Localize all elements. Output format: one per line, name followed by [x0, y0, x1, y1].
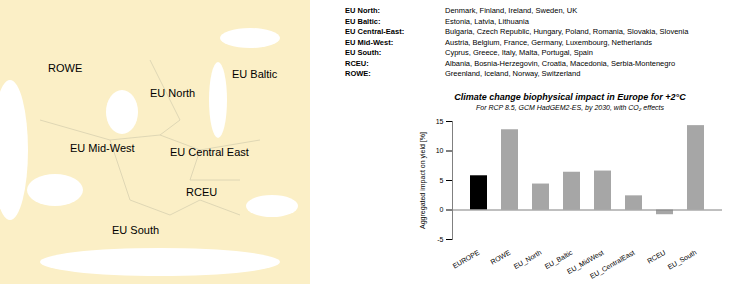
html-text:Cyprus, Greece, Italy, Malta,: Cyprus, Greece, Italy, Malta, Portugal, …	[445, 48, 593, 57]
svg-text:EU_Baltic: EU_Baltic	[543, 248, 574, 271]
html-text:EU Central-East:: EU Central-East:	[345, 27, 405, 36]
html-text:For RCP 8.5, GCM HadGEM2-ES, b: For RCP 8.5, GCM HadGEM2-ES, by 2030, wi…	[476, 104, 664, 111]
svg-text:-5: -5	[437, 236, 443, 243]
svg-text:ROWE: ROWE	[489, 249, 512, 266]
html-text:EU Baltic:: EU Baltic:	[345, 16, 381, 26]
html-text:Denmark, Finland, Ireland, Swe: Denmark, Finland, Ireland, Sweden, UK	[445, 6, 578, 15]
html-text:RCEU:: RCEU:	[345, 58, 369, 68]
svg-text:EU_North: EU_North	[513, 249, 544, 271]
html-text:EU South:: EU South:	[345, 48, 382, 57]
html-text:Albania, Bosnia-Herzegovin, Cr: Albania, Bosnia-Herzegovin, Croatia, Mac…	[445, 58, 676, 68]
svg-text:RCEU: RCEU	[646, 249, 667, 265]
html-text:Greenland, Iceland, Norway, Sw: Greenland, Iceland, Norway, Switzerland	[445, 69, 581, 78]
svg-text:EU_CentralEast: EU_CentralEast	[589, 249, 637, 279]
svg-text:EU Mid-West: EU Mid-West	[70, 142, 135, 154]
html-text:Austria, Belgium, France, Germ: Austria, Belgium, France, Germany, Luxem…	[445, 37, 652, 47]
html-text:Climate change biophysical imp: Climate change biophysical impact in Eur…	[454, 92, 686, 102]
svg-text:EU_South: EU_South	[666, 249, 698, 272]
html-text:EU North:: EU North:	[345, 6, 380, 15]
svg-text:5: 5	[440, 177, 444, 184]
html-text:EU Mid-West:: EU Mid-West:	[345, 37, 394, 47]
svg-text:EUROPE: EUROPE	[452, 249, 481, 270]
svg-text:10: 10	[436, 147, 444, 154]
svg-text:EU North: EU North	[150, 87, 195, 99]
html-text:ROWE:: ROWE:	[345, 69, 371, 78]
html-text:Estonia, Latvia, Lithuania: Estonia, Latvia, Lithuania	[445, 16, 529, 26]
svg-text:ROWE: ROWE	[48, 62, 82, 74]
svg-text:15: 15	[436, 118, 444, 125]
svg-text:EU South: EU South	[112, 224, 159, 236]
svg-text:EU Central East: EU Central East	[170, 146, 249, 158]
html-text:Bulgaria, Czech Republic, Hung: Bulgaria, Czech Republic, Hungary, Polan…	[445, 27, 689, 36]
svg-text:0: 0	[440, 206, 444, 213]
svg-text:EU_MidWest: EU_MidWest	[565, 248, 605, 276]
svg-text:Aggregated impact on yield [%]: Aggregated impact on yield [%]	[419, 132, 427, 229]
svg-text:RCEU: RCEU	[186, 186, 217, 198]
svg-text:EU Baltic: EU Baltic	[232, 68, 278, 80]
